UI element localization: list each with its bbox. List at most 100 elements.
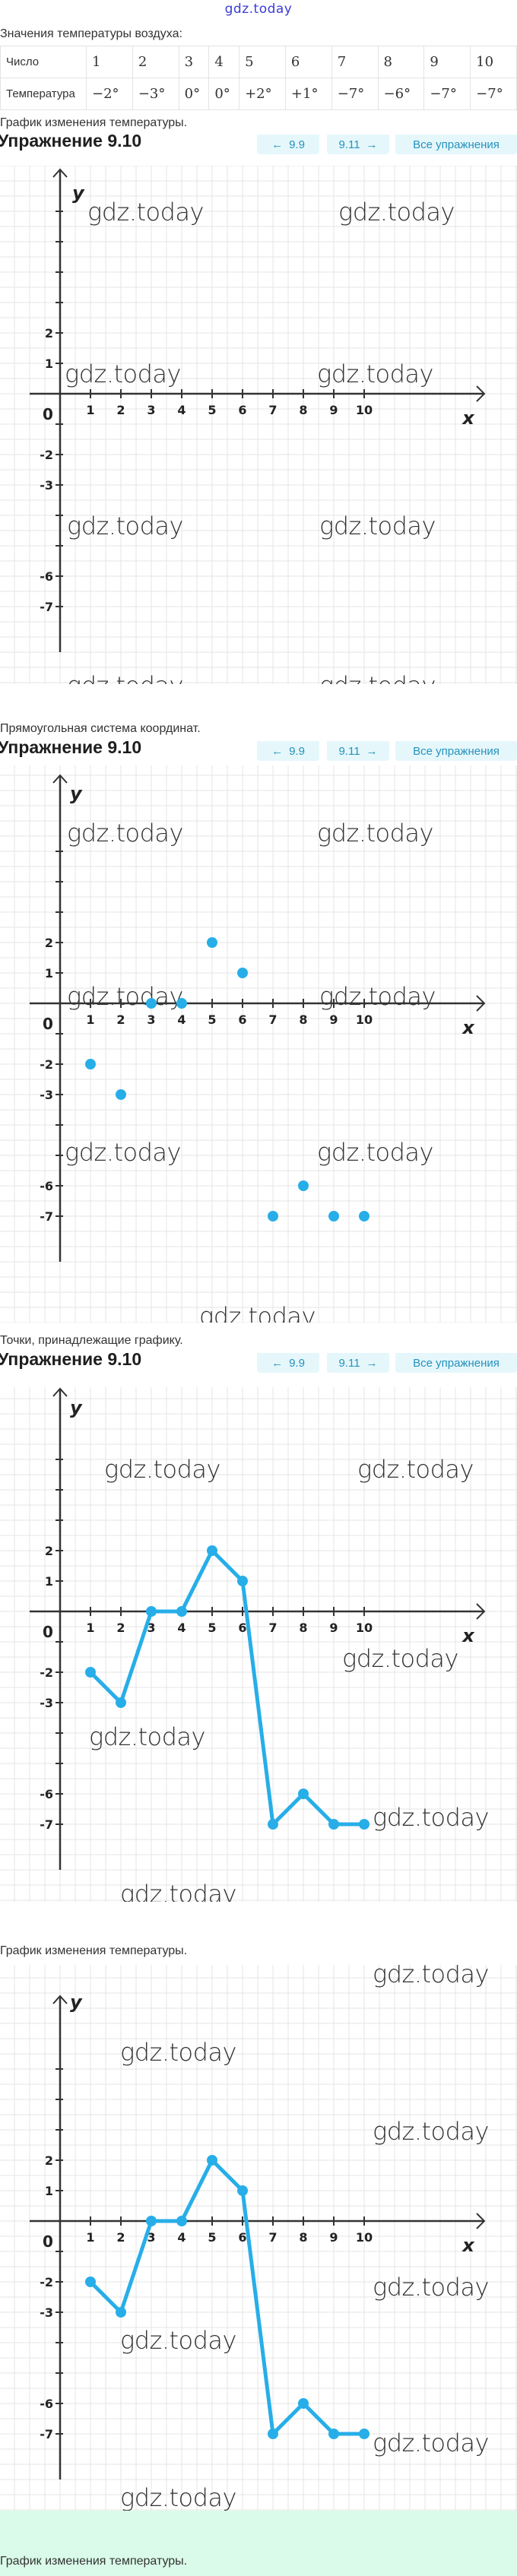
data-point xyxy=(328,1211,339,1221)
x-tick-label: 8 xyxy=(299,1012,307,1027)
all-exercises-button[interactable]: Все упражнения xyxy=(395,741,517,761)
grid xyxy=(0,1387,517,1902)
y-tick-label: 1 xyxy=(45,356,53,371)
data-point xyxy=(85,2277,96,2287)
y-tick-label: -2 xyxy=(40,2275,53,2289)
y-axis-label: y xyxy=(70,783,83,804)
data-point xyxy=(328,2429,339,2439)
y-tick-label: -2 xyxy=(40,448,53,462)
prev-exercise-button[interactable]: ← 9.9 xyxy=(257,1353,319,1373)
x-tick-label: 9 xyxy=(329,403,338,417)
x-axis-arrow-icon xyxy=(476,1603,486,1620)
prev-label: 9.9 xyxy=(289,1356,305,1370)
x-tick-label: 6 xyxy=(238,1621,246,1635)
y-tick-label: 2 xyxy=(45,1544,53,1558)
watermark: gdz.today xyxy=(319,671,436,684)
x-axis-label: x xyxy=(461,2235,475,2256)
series-line xyxy=(89,2158,364,2436)
y-axis-label: y xyxy=(70,1397,83,1418)
x-tick-label: 10 xyxy=(356,2230,373,2245)
next-label: 9.11 xyxy=(338,138,360,151)
data-point xyxy=(268,2429,278,2439)
watermark: gdz.today xyxy=(67,512,183,540)
table-cell-number: 7 xyxy=(331,46,379,78)
table-cell-temperature: −7° xyxy=(470,78,517,110)
data-point xyxy=(146,2216,157,2226)
y-tick-label: -2 xyxy=(40,1665,53,1680)
data-point xyxy=(268,1211,278,1221)
next-exercise-button[interactable]: 9.11 → xyxy=(327,1353,389,1373)
footer-banner: График изменения температуры. xyxy=(0,2511,517,2576)
table-cell-number: 5 xyxy=(239,46,286,78)
prev-label: 9.9 xyxy=(289,138,305,151)
watermark: gdz.today xyxy=(120,1880,236,1902)
x-tick-label: 2 xyxy=(116,1012,125,1027)
table-cell-temperature: −3° xyxy=(132,78,179,110)
watermark: gdz.today xyxy=(338,198,455,227)
section-caption: График изменения температуры. xyxy=(0,1944,188,1957)
table-cell-number: 4 xyxy=(208,46,240,78)
x-tick-label: 7 xyxy=(268,2230,277,2245)
x-tick-label: 5 xyxy=(208,1012,216,1027)
data-point xyxy=(298,1789,309,1799)
all-exercises-button[interactable]: Все упражнения xyxy=(395,135,517,154)
y-tick-label: -3 xyxy=(40,1696,53,1710)
origin-label: 0 xyxy=(43,1015,53,1033)
chart-svg: gdz.today gdz.today gdz.today gdz.today gdz.… xyxy=(0,166,517,684)
x-axis-label: x xyxy=(461,1625,475,1646)
data-point xyxy=(85,1667,96,1678)
data-point xyxy=(268,1819,278,1830)
x-tick-label: 2 xyxy=(116,2230,125,2245)
prev-exercise-button[interactable]: ← 9.9 xyxy=(257,135,319,154)
table-cell-temperature: +1° xyxy=(284,78,332,110)
temperature-table: Число 1 2 3 4 5 6 7 8 9 10 Температура −2° −3° 0° 0°… xyxy=(0,46,517,110)
table-cell-number: 6 xyxy=(284,46,332,78)
data-point xyxy=(85,1059,96,1069)
y-tick-label: 1 xyxy=(45,966,53,981)
watermark: gdz.today xyxy=(120,2483,236,2511)
table-cell-temperature: 0° xyxy=(178,78,210,110)
chart-svg: gdz.today gdz.today gdz.today gdz.today gdz.… xyxy=(0,1387,517,1902)
data-point xyxy=(176,998,187,1009)
x-tick-label: 10 xyxy=(356,1012,373,1027)
data-point xyxy=(359,1819,370,1830)
x-tick-label: 3 xyxy=(147,403,155,417)
grid xyxy=(0,166,517,684)
data-point xyxy=(207,937,217,948)
watermark: gdz.today xyxy=(65,1138,181,1167)
table-cell-number: 8 xyxy=(377,46,425,78)
exercise-title: Упражнение 9.10 xyxy=(0,1349,142,1369)
all-label: Все упражнения xyxy=(413,1356,500,1370)
x-tick-label: 9 xyxy=(329,1621,338,1635)
y-axis-arrow-icon xyxy=(52,168,68,178)
y-tick-label: -7 xyxy=(40,1817,53,1832)
y-tick-label: 2 xyxy=(45,326,53,341)
all-exercises-button[interactable]: Все упражнения xyxy=(395,1353,517,1373)
x-axis-arrow-icon xyxy=(476,995,486,1012)
data-point xyxy=(146,998,157,1009)
arrow-left-icon: ← xyxy=(271,1356,284,1370)
y-tick-label: -3 xyxy=(40,2305,53,2320)
data-point xyxy=(207,2155,217,2166)
data-point xyxy=(116,1089,126,1100)
watermark: gdz.today xyxy=(120,2326,236,2355)
x-tick-label: 4 xyxy=(177,1621,186,1635)
x-tick-label: 2 xyxy=(116,403,125,417)
watermark: gdz.today xyxy=(120,2038,236,2067)
x-tick-label: 9 xyxy=(329,1012,338,1027)
next-exercise-button[interactable]: 9.11 → xyxy=(327,741,389,761)
x-tick-label: 9 xyxy=(329,2230,338,2245)
arrow-right-icon: → xyxy=(366,1356,378,1370)
y-axis-arrow-icon xyxy=(52,774,68,784)
x-tick-label: 2 xyxy=(116,1621,125,1635)
next-exercise-button[interactable]: 9.11 → xyxy=(327,135,389,154)
site-logo[interactable]: gdz.today xyxy=(224,2,293,17)
watermark: gdz.today xyxy=(373,2273,489,2302)
row-header-temperature: Температура xyxy=(0,78,87,110)
prev-exercise-button[interactable]: ← 9.9 xyxy=(257,741,319,761)
x-tick-label: 10 xyxy=(356,1621,373,1635)
x-tick-label: 1 xyxy=(86,403,94,417)
data-point xyxy=(237,2185,248,2196)
watermark: gdz.today xyxy=(373,2429,489,2457)
x-tick-label: 7 xyxy=(268,403,277,417)
